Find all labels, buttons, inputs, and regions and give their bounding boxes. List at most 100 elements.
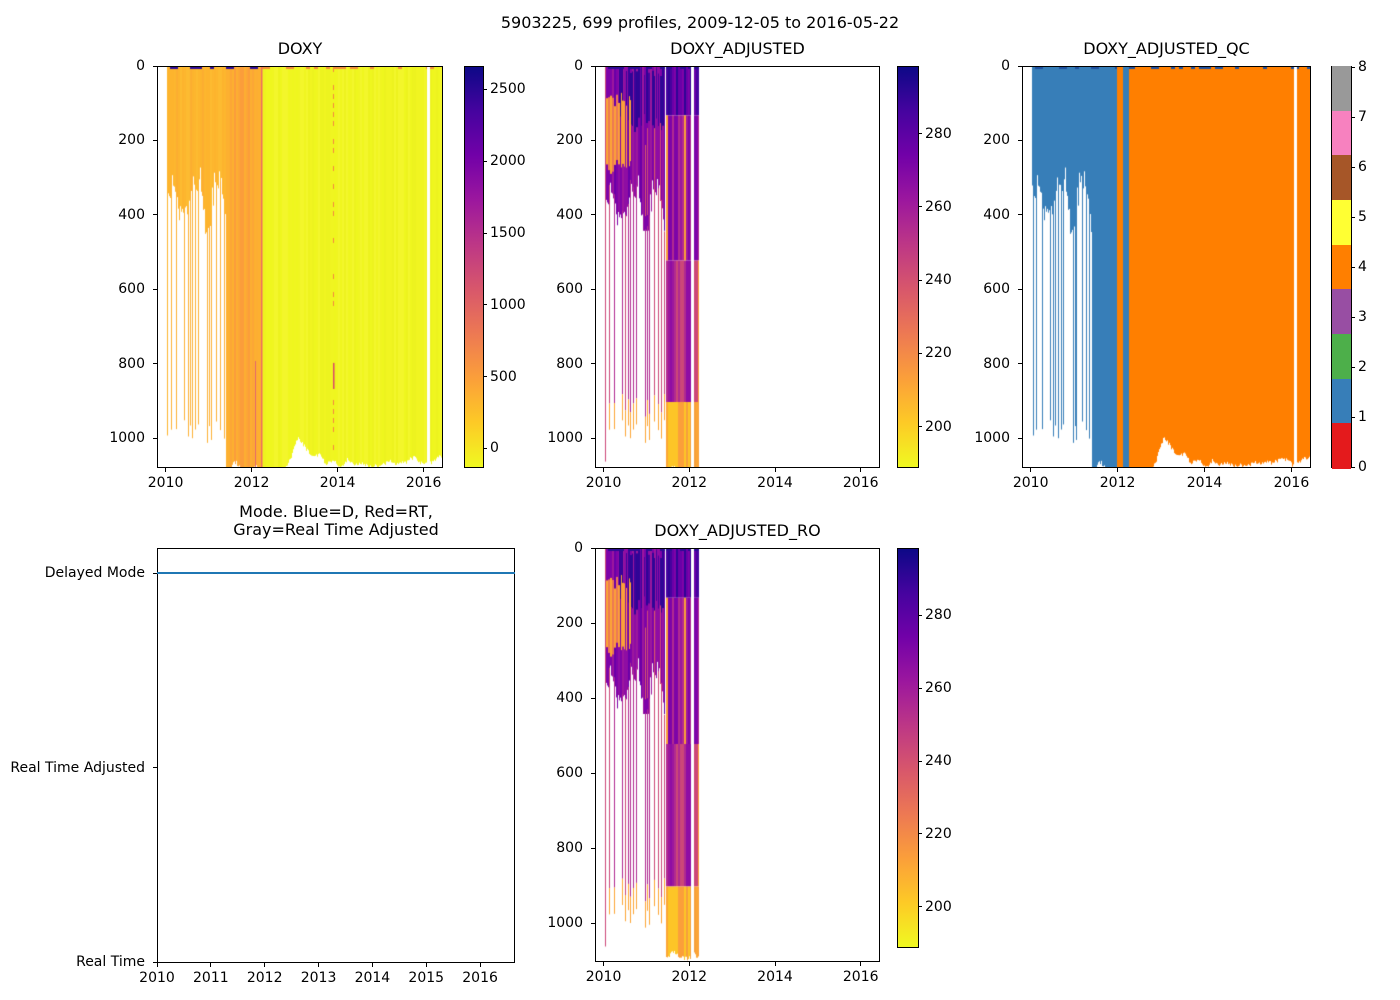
y-axis-tick-label: 400 bbox=[118, 206, 145, 223]
x-axis-tick-mark bbox=[1204, 468, 1206, 472]
plot-area-doxy-adjusted bbox=[595, 66, 880, 468]
y-axis-tick-label: 800 bbox=[983, 355, 1010, 372]
y-axis-tick-mark bbox=[591, 847, 595, 849]
colorbar-tick-label: 200 bbox=[925, 898, 952, 915]
colorbar-tick-mark bbox=[1352, 416, 1355, 418]
colorbar-tick-mark bbox=[484, 160, 487, 162]
x-axis-tick-mark bbox=[337, 468, 339, 472]
x-axis-tick-label: 2014 bbox=[354, 970, 391, 986]
colorbar-tick-mark bbox=[919, 833, 922, 835]
colorbar-tick-mark bbox=[1352, 216, 1355, 218]
x-axis-tick-label: 2012 bbox=[671, 475, 708, 491]
mode-category-tick-mark bbox=[153, 961, 157, 963]
x-axis-tick-label: 2010 bbox=[1012, 475, 1049, 491]
colorbar-tick-label: 1500 bbox=[490, 225, 526, 242]
plot-area-doxy-adjusted-ro bbox=[595, 548, 880, 962]
colorbar-tick-mark bbox=[484, 376, 487, 378]
colorbar-tick-mark bbox=[1352, 166, 1355, 168]
panel-title-qc: DOXY_ADJUSTED_QC bbox=[1083, 39, 1250, 58]
x-axis-tick-mark bbox=[371, 963, 373, 967]
x-axis-tick-mark bbox=[318, 963, 320, 967]
colorbar-tick-mark bbox=[1352, 266, 1355, 268]
qc-colorbar-segment bbox=[1332, 244, 1351, 291]
y-axis-tick-label: 0 bbox=[574, 58, 583, 74]
x-axis-tick-mark bbox=[251, 468, 253, 472]
x-axis-tick-mark bbox=[688, 962, 690, 966]
colorbar-tick-mark bbox=[1352, 316, 1355, 318]
y-axis-tick-mark bbox=[591, 697, 595, 699]
mode-category-label: Real Time bbox=[76, 954, 145, 970]
x-axis-tick-label: 2014 bbox=[757, 969, 793, 985]
figure-title: 5903225, 699 profiles, 2009-12-05 to 201… bbox=[500, 13, 900, 32]
x-axis-tick-label: 2010 bbox=[139, 970, 175, 986]
ro-colorbar bbox=[897, 548, 919, 948]
x-axis-tick-label: 2012 bbox=[233, 475, 270, 491]
x-axis-tick-label: 2012 bbox=[671, 969, 708, 985]
mode-category-tick-mark bbox=[153, 572, 157, 574]
qc-colorbar-segment bbox=[1332, 378, 1351, 425]
panel-title-ro: DOXY_ADJUSTED_RO bbox=[654, 521, 821, 540]
colorbar-tick-label: 7 bbox=[1358, 109, 1367, 125]
panel-title-doxy: DOXY bbox=[277, 39, 323, 58]
colorbar-tick-mark bbox=[484, 232, 487, 234]
x-axis-tick-label: 2014 bbox=[757, 475, 793, 491]
x-axis-tick-label: 2016 bbox=[842, 475, 879, 491]
colorbar-tick-mark bbox=[1352, 466, 1355, 468]
x-axis-tick-label: 2012 bbox=[246, 970, 283, 986]
y-axis-tick-mark bbox=[1018, 437, 1022, 439]
colorbar-tick-label: 2 bbox=[1358, 359, 1367, 375]
y-axis-tick-mark bbox=[153, 363, 157, 365]
x-axis-tick-label: 2016 bbox=[1273, 475, 1310, 491]
adjusted-heatmap-canvas bbox=[596, 67, 879, 467]
y-axis-tick-label: 1000 bbox=[547, 430, 583, 447]
colorbar-tick-label: 1000 bbox=[490, 296, 526, 313]
colorbar-tick-mark bbox=[484, 88, 487, 90]
colorbar-tick-mark bbox=[919, 760, 922, 762]
panel-title-mode-line2: Gray=Real Time Adjusted bbox=[233, 520, 439, 539]
x-axis-tick-mark bbox=[264, 963, 266, 967]
x-axis-tick-mark bbox=[1030, 468, 1032, 472]
mode-line bbox=[157, 571, 515, 575]
colorbar-tick-mark bbox=[919, 906, 922, 908]
y-axis-tick-mark bbox=[1018, 363, 1022, 365]
colorbar-tick-label: 220 bbox=[925, 345, 952, 362]
colorbar-tick-label: 280 bbox=[925, 125, 952, 142]
x-axis-tick-label: 2010 bbox=[147, 475, 184, 491]
y-axis-tick-mark bbox=[153, 139, 157, 141]
y-axis-tick-mark bbox=[591, 922, 595, 924]
y-axis-tick-label: 200 bbox=[983, 132, 1010, 149]
x-axis-tick-label: 2016 bbox=[842, 969, 879, 985]
colorbar-tick-label: 220 bbox=[925, 825, 952, 842]
qc-colorbar-segment bbox=[1332, 66, 1351, 112]
y-axis-tick-label: 200 bbox=[556, 132, 583, 149]
x-axis-tick-label: 2010 bbox=[585, 969, 622, 985]
y-axis-tick-label: 0 bbox=[136, 58, 145, 74]
y-axis-tick-mark bbox=[153, 288, 157, 290]
x-axis-tick-mark bbox=[603, 962, 605, 966]
colorbar-tick-mark bbox=[1352, 116, 1355, 118]
colorbar-tick-label: 0 bbox=[490, 440, 499, 457]
y-axis-tick-mark bbox=[591, 363, 595, 365]
colorbar-tick-label: 6 bbox=[1358, 159, 1367, 175]
y-axis-tick-label: 800 bbox=[556, 840, 583, 856]
y-axis-tick-label: 0 bbox=[574, 540, 583, 556]
y-axis-tick-label: 0 bbox=[1001, 58, 1010, 74]
colorbar-tick-mark bbox=[919, 279, 922, 281]
colorbar-tick-mark bbox=[919, 614, 922, 616]
colorbar-tick-label: 500 bbox=[490, 368, 517, 385]
adjusted-colorbar bbox=[897, 66, 919, 468]
x-axis-tick-label: 2016 bbox=[462, 970, 498, 986]
colorbar-tick-label: 280 bbox=[925, 607, 952, 624]
qc-colorbar-segment bbox=[1332, 423, 1351, 469]
plot-area-mode bbox=[157, 548, 515, 963]
colorbar-tick-label: 5 bbox=[1358, 209, 1367, 225]
x-axis-tick-mark bbox=[210, 963, 212, 967]
y-axis-tick-label: 800 bbox=[118, 355, 145, 372]
ro-heatmap-canvas bbox=[596, 549, 879, 961]
colorbar-tick-mark bbox=[919, 426, 922, 428]
colorbar-tick-label: 2000 bbox=[490, 153, 526, 170]
colorbar-tick-mark bbox=[919, 687, 922, 689]
x-axis-tick-mark bbox=[860, 962, 862, 966]
colorbar-tick-mark bbox=[1352, 66, 1355, 68]
